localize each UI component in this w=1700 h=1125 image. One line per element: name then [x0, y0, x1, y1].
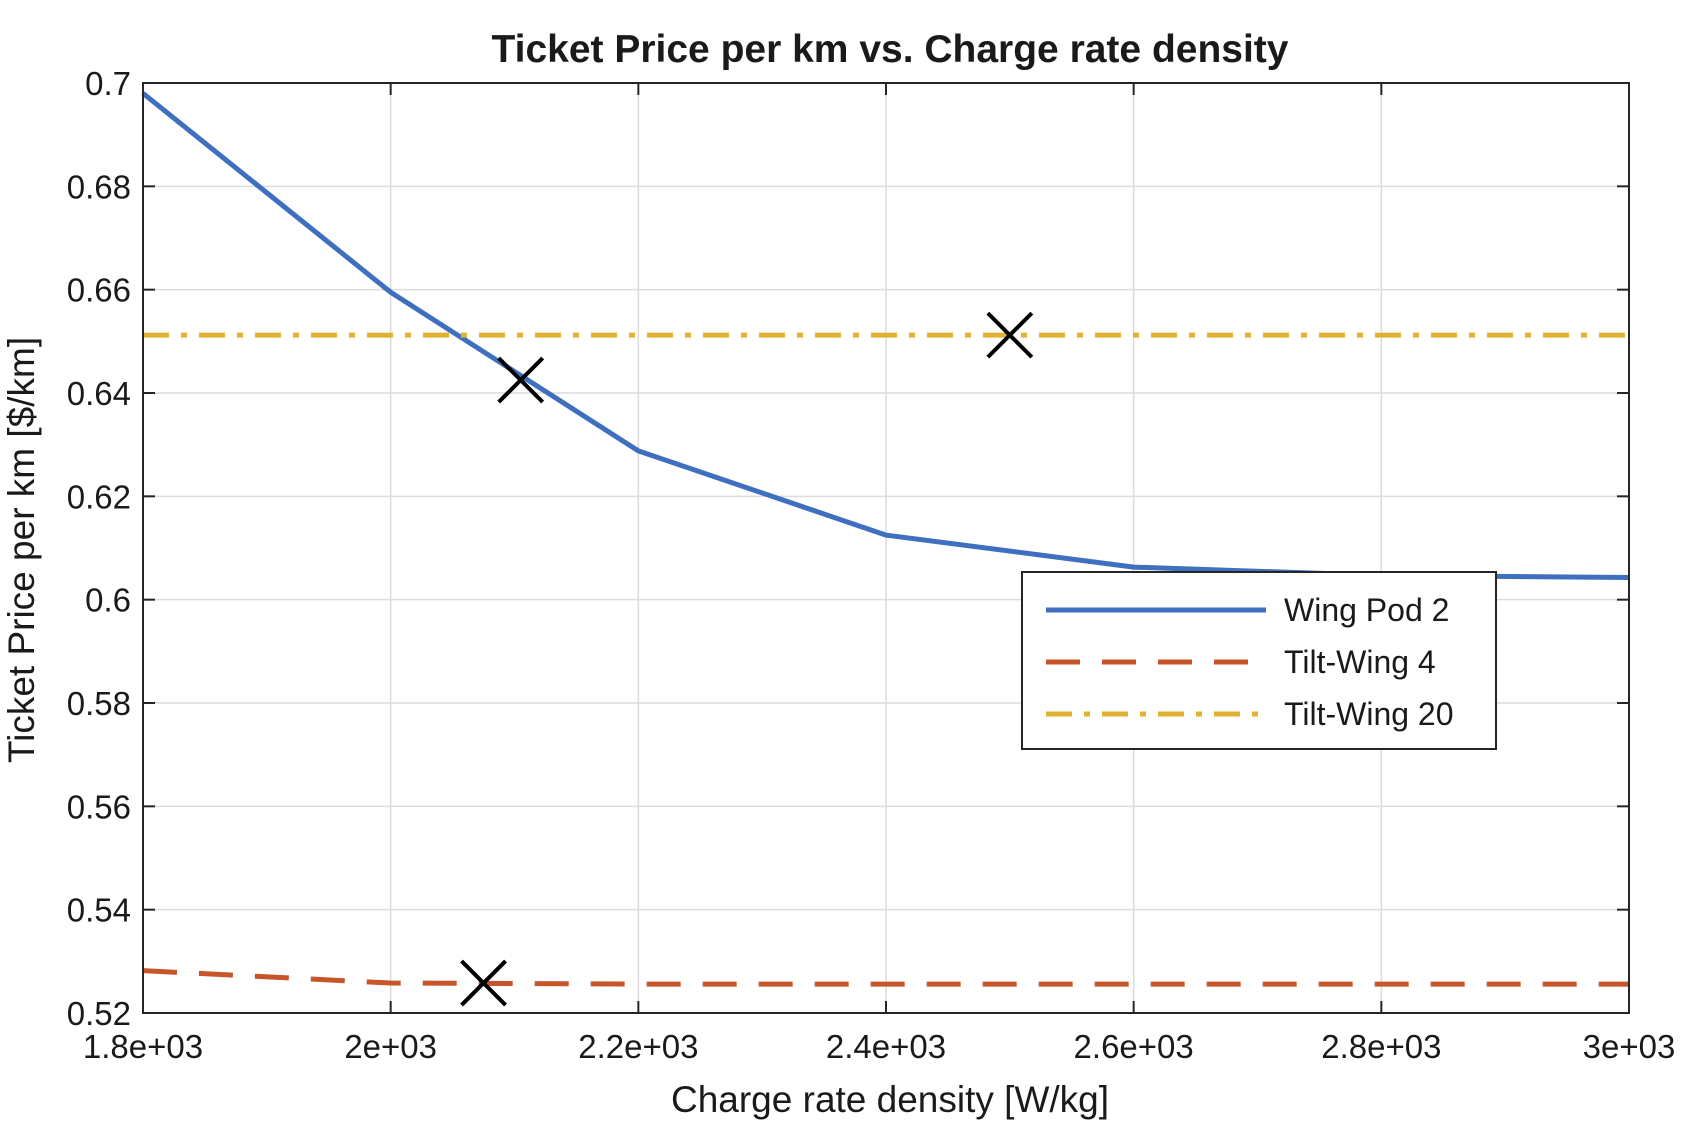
y-tick-label: 0.56 [67, 788, 131, 825]
grid-lines [143, 83, 1629, 1013]
x-tick-label: 1.8e+03 [83, 1028, 203, 1065]
legend-label: Wing Pod 2 [1284, 592, 1449, 628]
x-tick-labels: 1.8e+03 2e+03 2.2e+03 2.4e+03 2.6e+03 2.8e+03… [83, 1028, 1675, 1065]
x-marker [497, 356, 545, 404]
x-marker-stroke [986, 311, 1034, 359]
legend: Wing Pod 2 Tilt-Wing 4 Tilt-Wing 20 [1021, 571, 1497, 750]
x-marker-stroke [497, 356, 545, 404]
y-tick-label: 0.6 [85, 582, 131, 619]
x-tick-label: 2.2e+03 [578, 1028, 698, 1065]
x-tick-label: 2.8e+03 [1321, 1028, 1441, 1065]
x-tick-label: 3e+03 [1583, 1028, 1676, 1065]
x-tick-label: 2.4e+03 [826, 1028, 946, 1065]
y-tick-label: 0.68 [67, 168, 131, 205]
x-marker [460, 959, 507, 1007]
y-tick-label: 0.54 [67, 892, 131, 929]
y-tick-label: 0.64 [67, 375, 131, 412]
series-line-tilt-wing-4 [142, 968, 1629, 987]
y-tick-labels: 0.52 0.54 0.56 0.58 0.6 0.62 0.64 0.66 0.68 0.7 [67, 65, 131, 1032]
y-tick-label: 0.58 [67, 685, 131, 722]
x-tick-label: 2e+03 [344, 1028, 437, 1065]
x-axis-label: Charge rate density [W/kg] [671, 1079, 1109, 1120]
legend-box [1021, 571, 1497, 750]
x-marker-stroke [460, 959, 507, 1007]
legend-label: Tilt-Wing 20 [1284, 696, 1454, 732]
y-tick-label: 0.52 [67, 995, 131, 1032]
axis-ticks [142, 82, 1630, 1014]
y-axis-label: Ticket Price per km [$/km] [1, 337, 42, 763]
x-tick-label: 2.6e+03 [1074, 1028, 1194, 1065]
chart-title: Ticket Price per km vs. Charge rate dens… [492, 28, 1289, 71]
x-marker [986, 311, 1034, 359]
y-tick-label: 0.7 [85, 65, 131, 102]
marker-layer [460, 311, 1034, 1007]
legend-label: Tilt-Wing 4 [1284, 644, 1436, 680]
y-tick-label: 0.66 [67, 272, 131, 309]
y-tick-label: 0.62 [67, 478, 131, 515]
